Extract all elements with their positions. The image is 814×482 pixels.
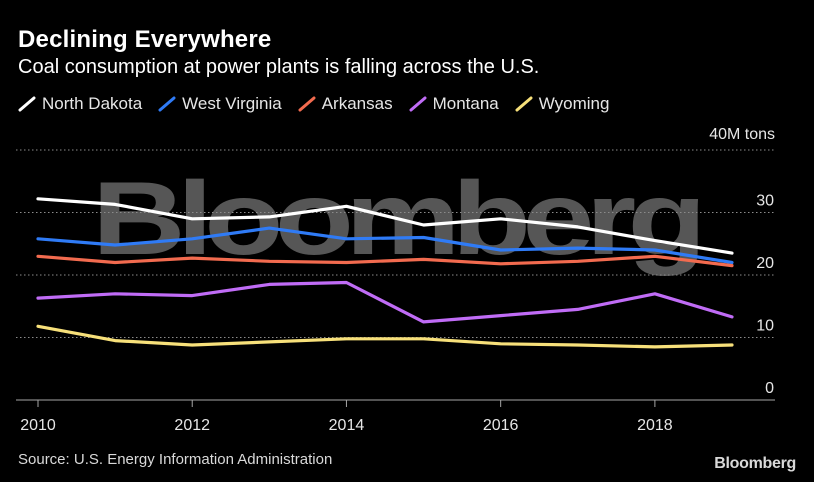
series-line-arkansas <box>36 254 734 268</box>
series-line-wyoming <box>36 324 734 349</box>
y-axis-unit-label: 40M tons <box>709 126 775 143</box>
legend-label-wyoming: Wyoming <box>538 94 610 113</box>
y-tick-label-20: 20 <box>756 255 774 272</box>
legend-label-montana: Montana <box>432 94 499 113</box>
x-tick-label-2012: 2012 <box>174 417 210 434</box>
legend-swatch-north-dakota <box>18 96 36 112</box>
y-tick-label-10: 10 <box>756 318 774 335</box>
y-tick-label-0: 0 <box>765 380 774 397</box>
legend-swatch-montana <box>409 96 427 112</box>
x-tick-label-2016: 2016 <box>483 417 519 434</box>
legend-item-north-dakota: North Dakota <box>18 94 142 114</box>
legend-swatch-wyoming <box>515 96 533 112</box>
legend-item-wyoming: Wyoming <box>515 94 610 114</box>
x-tick-label-2010: 2010 <box>20 417 56 434</box>
series-line-west-virginia <box>36 226 734 265</box>
chart-legend: North Dakota West Virginia Arkansas Montana… <box>18 94 625 114</box>
y-tick-label-30: 30 <box>756 193 774 210</box>
series-line-montana <box>36 280 734 324</box>
legend-item-montana: Montana <box>409 94 499 114</box>
series-line-north-dakota <box>36 197 734 255</box>
x-tick-label-2014: 2014 <box>329 417 365 434</box>
legend-swatch-west-virginia <box>158 96 176 112</box>
legend-item-west-virginia: West Virginia <box>158 94 282 114</box>
legend-label-west-virginia: West Virginia <box>182 94 282 113</box>
chart-subtitle: Coal consumption at power plants is fall… <box>18 56 540 78</box>
brand-logo: Bloomberg <box>714 455 796 472</box>
source-note: Source: U.S. Energy Information Administ… <box>18 451 333 468</box>
legend-item-arkansas: Arkansas <box>298 94 393 114</box>
legend-swatch-arkansas <box>298 96 316 112</box>
chart-title: Declining Everywhere <box>18 26 272 53</box>
legend-label-arkansas: Arkansas <box>321 94 393 113</box>
x-tick-label-2018: 2018 <box>637 417 673 434</box>
legend-label-north-dakota: North Dakota <box>42 94 143 113</box>
